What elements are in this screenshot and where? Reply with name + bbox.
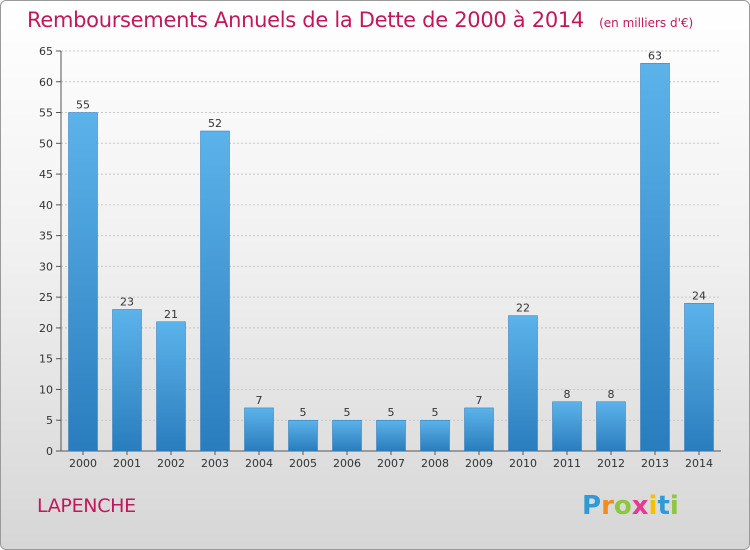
logo-letter: P — [582, 491, 602, 521]
bar — [596, 401, 626, 452]
y-tick-label: 30 — [39, 260, 53, 273]
x-tick-label: 2007 — [377, 457, 405, 470]
y-tick-label: 40 — [39, 199, 53, 212]
bar — [640, 63, 670, 452]
x-tick-label: 2000 — [69, 457, 97, 470]
x-tick-label: 2011 — [553, 457, 581, 470]
chart-title: Remboursements Annuels de la Dette de 20… — [27, 8, 584, 32]
x-tick-label: 2008 — [421, 457, 449, 470]
bar-value-label: 5 — [432, 406, 439, 419]
bar-value-label: 7 — [256, 394, 263, 407]
x-tick-label: 2005 — [289, 457, 317, 470]
bar — [508, 315, 538, 452]
bar-value-label: 24 — [692, 289, 706, 302]
chart-title-row: Remboursements Annuels de la Dette de 20… — [27, 8, 693, 32]
logo-letter: r — [601, 491, 614, 521]
bar — [156, 321, 186, 452]
x-tick-label: 2014 — [685, 457, 713, 470]
bar — [420, 419, 450, 452]
bar — [244, 407, 274, 452]
x-tick-label: 2001 — [113, 457, 141, 470]
logo-letter: t — [657, 491, 670, 521]
bar-value-label: 63 — [648, 49, 662, 62]
y-tick-label: 55 — [39, 107, 53, 120]
y-tick-label: 5 — [46, 414, 53, 427]
y-tick-label: 35 — [39, 230, 53, 243]
bar-value-label: 8 — [564, 388, 571, 401]
bar-value-label: 52 — [208, 117, 222, 130]
bar — [200, 130, 230, 452]
bar-value-label: 8 — [608, 388, 615, 401]
chart-unit-note: (en milliers d'€) — [599, 16, 694, 30]
bar — [288, 419, 318, 452]
bar-value-label: 21 — [164, 308, 178, 321]
bar-value-label: 22 — [516, 302, 530, 315]
x-tick-label: 2002 — [157, 457, 185, 470]
y-tick-label: 0 — [46, 445, 53, 458]
bar — [684, 303, 714, 452]
bar-value-label: 55 — [76, 99, 90, 112]
y-tick-label: 50 — [39, 137, 53, 150]
bar — [464, 407, 494, 452]
proxiti-logo: Proxiti — [582, 491, 679, 521]
x-tick-label: 2004 — [245, 457, 273, 470]
bar-value-label: 7 — [476, 394, 483, 407]
y-tick-label: 60 — [39, 76, 53, 89]
x-tick-label: 2010 — [509, 457, 537, 470]
bar — [332, 419, 362, 452]
bar — [376, 419, 406, 452]
commune-name: LAPENCHE — [37, 495, 136, 517]
y-tick-label: 25 — [39, 291, 53, 304]
x-tick-label: 2006 — [333, 457, 361, 470]
y-tick-label: 45 — [39, 168, 53, 181]
logo-letter: o — [613, 491, 632, 521]
x-tick-label: 2013 — [641, 457, 669, 470]
bar-value-label: 5 — [344, 406, 351, 419]
logo-letter: i — [669, 491, 679, 521]
bar-value-label: 5 — [388, 406, 395, 419]
y-tick-label: 20 — [39, 322, 53, 335]
bar — [552, 401, 582, 452]
bar-value-label: 23 — [120, 295, 134, 308]
y-tick-label: 10 — [39, 383, 53, 396]
bar-value-label: 5 — [300, 406, 307, 419]
x-tick-label: 2003 — [201, 457, 229, 470]
x-tick-label: 2009 — [465, 457, 493, 470]
y-tick-label: 15 — [39, 353, 53, 366]
bar — [68, 112, 98, 452]
x-tick-label: 2012 — [597, 457, 625, 470]
logo-letter: i — [648, 491, 658, 521]
logo-letter: x — [631, 491, 649, 521]
bar — [112, 309, 142, 452]
y-tick-label: 65 — [39, 45, 53, 58]
